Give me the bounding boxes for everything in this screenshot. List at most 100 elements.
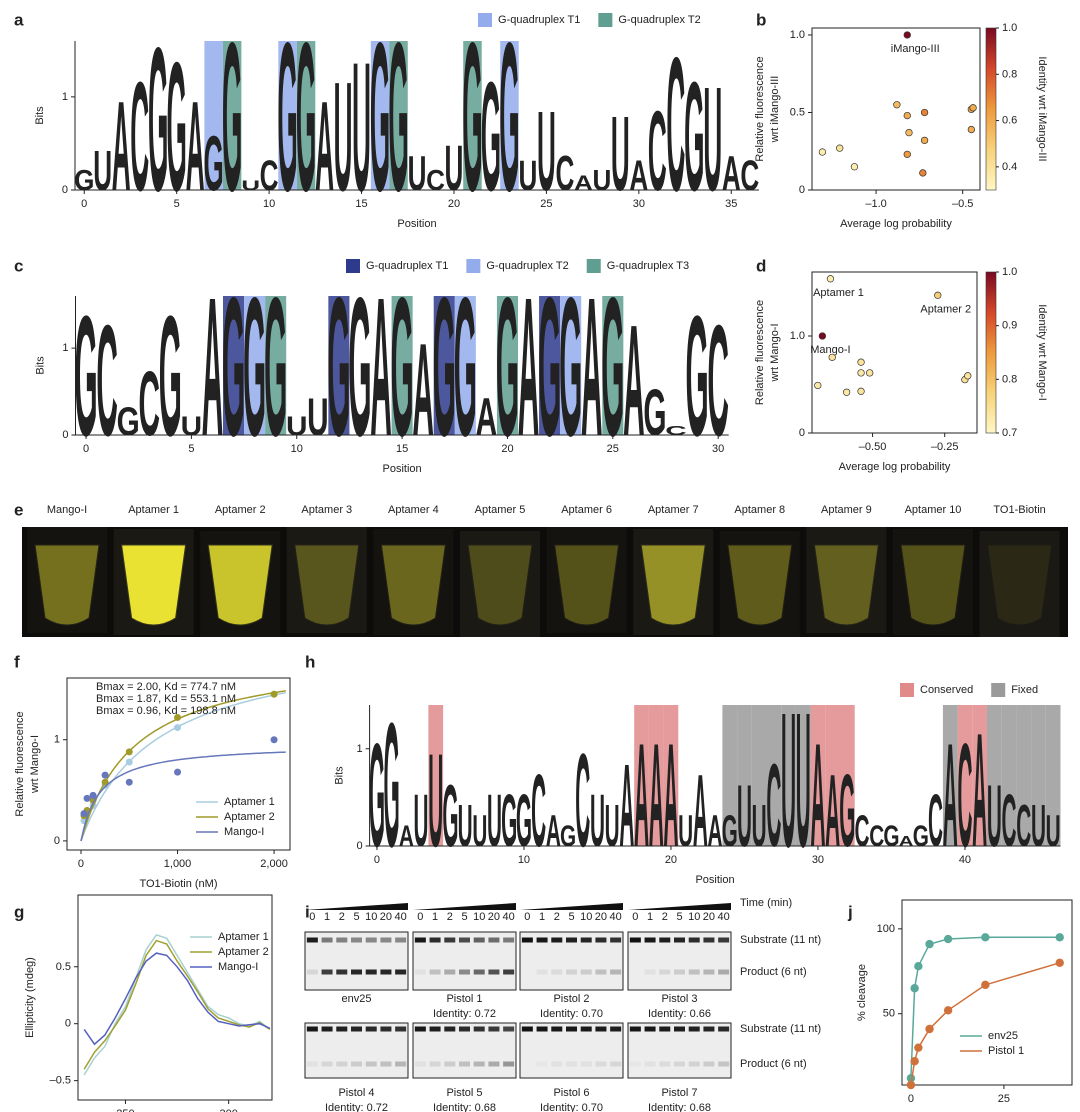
logo-letter: U [181, 412, 203, 441]
gel-caption: Pistol 6 [553, 1087, 589, 1099]
logo-letter: G [516, 781, 532, 863]
logo-letter: A [476, 388, 497, 447]
colorbar-label: Identity wrt Mango-I [1036, 304, 1048, 401]
logo-letter: G [433, 256, 456, 477]
product-band [644, 1061, 656, 1067]
highlight [737, 705, 752, 846]
logo-letter: G [264, 256, 287, 477]
y-axis-label: Relative fluorescence [14, 711, 26, 816]
point [981, 980, 990, 990]
highlight [766, 705, 782, 846]
point [906, 1080, 916, 1090]
highlight [1045, 705, 1061, 846]
tube [640, 544, 706, 626]
x-axis-label: TO1-Biotin (nM) [139, 878, 217, 890]
point [903, 111, 911, 120]
lane-label: 10 [580, 911, 592, 923]
x-axis-label: Position [695, 874, 734, 886]
point [943, 934, 953, 944]
band-label: Product (6 nt) [740, 1058, 807, 1070]
x-tick-label: 35 [725, 198, 737, 210]
logo-letter: C [1016, 794, 1031, 859]
tube [727, 544, 793, 626]
logo-letter: C [666, 18, 685, 231]
colorbar-tick-label: 0.4 [1002, 161, 1017, 173]
product-band [395, 1061, 407, 1067]
image-tile [546, 527, 627, 633]
logo-letter: G [442, 766, 458, 865]
logo-letter: G [559, 256, 582, 477]
x-tick-label: 25 [998, 1093, 1010, 1105]
highlight [204, 41, 223, 190]
product-band [459, 1061, 470, 1067]
x-tick-label: –0.5 [952, 198, 973, 210]
product-band [503, 969, 515, 975]
x-tick-label: 10 [518, 854, 530, 866]
y-tick-label: 0 [62, 184, 68, 196]
x-tick-label: 5 [174, 198, 180, 210]
time-wedge [628, 903, 731, 910]
gel-caption: Pistol 3 [661, 993, 697, 1005]
gel-caption: Pistol 5 [446, 1087, 482, 1099]
product-band [429, 969, 441, 975]
product-band [688, 1061, 700, 1067]
logo-letter: G [159, 282, 182, 473]
x-tick-label: 0 [83, 443, 89, 455]
product-band [473, 969, 485, 975]
image-tile [460, 531, 540, 637]
logo-letter: G [391, 256, 414, 477]
logo-letter: A [370, 256, 391, 477]
point [910, 984, 919, 993]
product-band [444, 1061, 456, 1067]
point [125, 748, 133, 756]
lane-label: 0 [632, 911, 638, 923]
product-band [306, 969, 318, 975]
legend-label: Pistol 1 [988, 1045, 1024, 1057]
highlight [222, 296, 245, 435]
y-axis-label: Bits [35, 356, 47, 375]
highlight [722, 705, 738, 846]
gel-caption: Identity: 0.70 [540, 1008, 603, 1020]
x-tick-label: 20 [665, 854, 677, 866]
logo-letter: A [899, 833, 914, 849]
x-axis-label: Position [397, 218, 436, 230]
gel-caption: Pistol 1 [446, 993, 482, 1005]
highlight [265, 296, 287, 435]
tube [467, 544, 533, 626]
point [125, 778, 133, 786]
product-band [473, 1061, 485, 1067]
product-band [566, 1061, 577, 1067]
highlight [751, 705, 767, 846]
point [857, 358, 865, 366]
point [836, 144, 844, 152]
logo-letter: A [581, 256, 602, 477]
point [914, 1043, 923, 1052]
product-band [580, 969, 592, 975]
logo-letter: C [130, 49, 149, 223]
highlight [795, 705, 811, 846]
y-tick-label: 0 [356, 840, 362, 852]
point [981, 933, 990, 942]
panel-label: j [847, 903, 853, 922]
gel [412, 1022, 517, 1079]
x-tick-label: 250 [116, 1108, 134, 1112]
logo-letter: G [296, 0, 316, 235]
logo-letter: A [943, 714, 958, 878]
substrate-band [429, 1026, 441, 1032]
legend-label: G-quadruplex T1 [498, 14, 580, 26]
product-band [718, 1061, 730, 1067]
substrate-band [395, 937, 407, 943]
logo-letter: G [560, 821, 576, 853]
highlight [463, 41, 482, 190]
logo-letter: U [428, 727, 443, 875]
product-band [551, 1061, 563, 1067]
logo-letter: U [703, 56, 722, 222]
substrate-band [459, 937, 470, 943]
lane-label: 20 [380, 911, 392, 923]
logo-letter: G [148, 5, 168, 234]
highlight [433, 296, 455, 435]
tube [294, 544, 360, 626]
image-label: Aptamer 6 [561, 504, 612, 516]
substrate-band [488, 1026, 500, 1032]
